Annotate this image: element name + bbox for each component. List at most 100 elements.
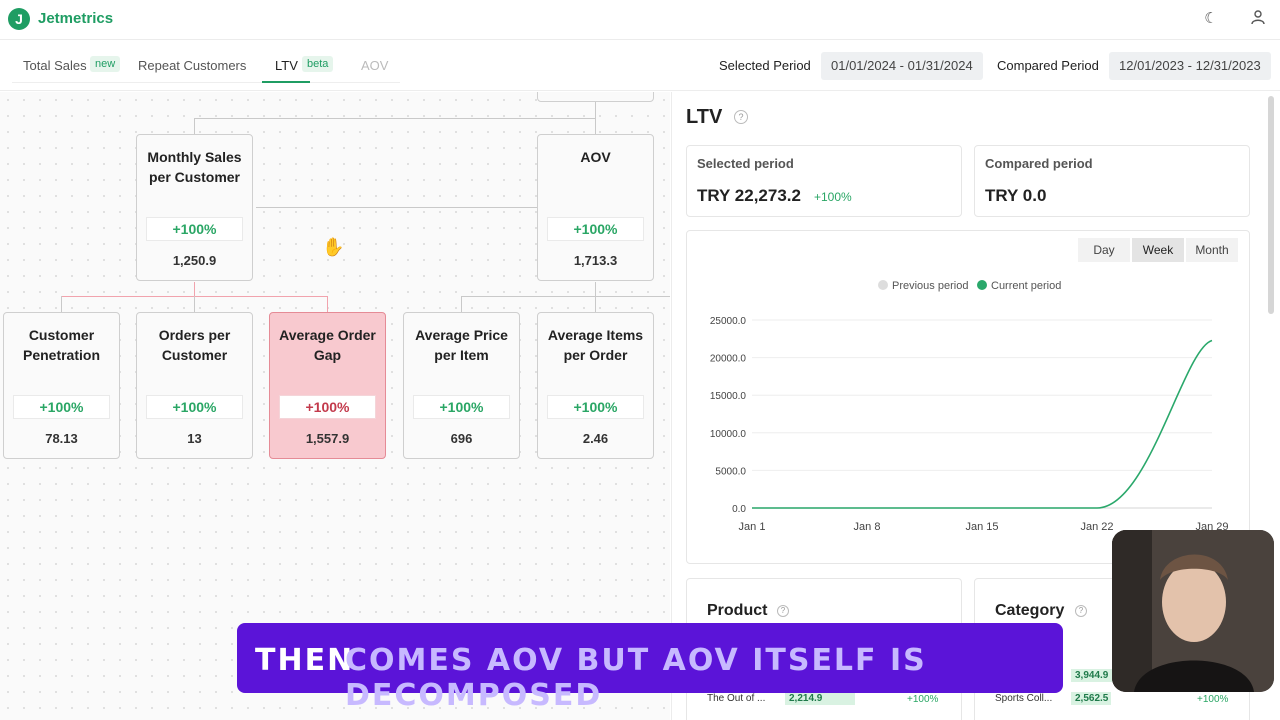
metric-tree-canvas[interactable]: Monthly Sales per Customer +100% 1,250.9… bbox=[0, 92, 670, 720]
node-delta: +100% bbox=[146, 217, 243, 241]
node-title: Customer Penetration bbox=[22, 327, 100, 363]
tab-repeat-customers[interactable]: Repeat Customers bbox=[138, 58, 247, 73]
node-value: 2.46 bbox=[582, 431, 609, 446]
granularity-week-button[interactable]: Week bbox=[1132, 238, 1184, 262]
granularity-day-button[interactable]: Day bbox=[1078, 238, 1130, 262]
ltv-detail-panel: LTV ? Selected period TRY 22,273.2 +100%… bbox=[671, 92, 1270, 720]
help-icon[interactable]: ? bbox=[734, 110, 748, 124]
tab-ltv[interactable]: LTV bbox=[275, 58, 298, 73]
category-row-delta: +100% bbox=[1197, 694, 1229, 705]
node-average-price-per-item[interactable]: Average Price per Item +100% 696 bbox=[403, 312, 520, 459]
node-delta: +100% bbox=[279, 395, 376, 419]
selected-period-picker[interactable]: 01/01/2024 - 01/31/2024 bbox=[821, 52, 983, 80]
y-tick-label: 20000.0 bbox=[710, 354, 747, 365]
connector bbox=[194, 118, 195, 134]
compared-period-card: Compared period TRY 0.0 bbox=[974, 145, 1250, 217]
legend-current-period[interactable]: Current period bbox=[977, 280, 1061, 292]
category-row-value: 3,944.9 bbox=[1071, 669, 1121, 682]
connector bbox=[194, 296, 195, 312]
node-value: 13 bbox=[187, 431, 202, 446]
product-section-title: Product bbox=[707, 602, 768, 619]
connector bbox=[595, 282, 596, 312]
y-tick-label: 0.0 bbox=[732, 504, 746, 515]
connector-highlighted bbox=[194, 282, 195, 296]
selected-period-card: Selected period TRY 22,273.2 +100% bbox=[686, 145, 962, 217]
product-row-value: 2,214.9 bbox=[785, 692, 855, 705]
panel-scrollbar[interactable] bbox=[1268, 96, 1274, 314]
connector bbox=[256, 207, 537, 208]
x-tick-label: Jan 15 bbox=[965, 521, 998, 533]
node-title: Average Items per Order bbox=[547, 327, 644, 363]
card-value: TRY 22,273.2 bbox=[697, 186, 801, 205]
help-icon[interactable]: ? bbox=[777, 605, 789, 617]
node-orders-per-customer[interactable]: Orders per Customer +100% 13 bbox=[136, 312, 253, 459]
category-row-value: 2,562.5 bbox=[1071, 692, 1111, 705]
node-delta: +100% bbox=[146, 395, 243, 419]
node-value: 1,713.3 bbox=[573, 253, 618, 268]
y-tick-label: 10000.0 bbox=[710, 429, 747, 440]
top-bar: J Jetmetrics ☾ bbox=[0, 0, 1280, 40]
current-period-line bbox=[752, 339, 1213, 509]
user-icon[interactable] bbox=[1248, 9, 1268, 29]
jetmetrics-logo-icon[interactable]: J bbox=[8, 8, 30, 30]
selected-period-label: Selected Period bbox=[719, 58, 811, 73]
ltv-line-chart[interactable]: 25000.0 20000.0 15000.0 10000.0 5000.0 0.0 Jan… bbox=[692, 308, 1252, 548]
connector bbox=[461, 296, 670, 297]
parent-node-partial[interactable] bbox=[537, 92, 654, 102]
beta-badge: beta bbox=[302, 56, 334, 72]
x-tick-label: Jan 22 bbox=[1080, 521, 1113, 533]
legend-previous-period[interactable]: Previous period bbox=[878, 280, 968, 292]
granularity-month-button[interactable]: Month bbox=[1186, 238, 1238, 262]
tab-aov[interactable]: AOV bbox=[361, 58, 389, 73]
legend-swatch bbox=[977, 280, 987, 290]
help-icon[interactable]: ? bbox=[1075, 605, 1087, 617]
connector bbox=[61, 296, 62, 312]
product-row-delta: +100% bbox=[907, 694, 939, 705]
node-value: 78.13 bbox=[45, 431, 78, 446]
node-value: 1,250.9 bbox=[172, 253, 217, 268]
node-customer-penetration[interactable]: Customer Penetration +100% 78.13 bbox=[3, 312, 120, 459]
new-badge: new bbox=[90, 56, 121, 72]
node-delta: +100% bbox=[547, 217, 644, 241]
node-average-items-per-order[interactable]: Average Items per Order +100% 2.46 bbox=[537, 312, 654, 459]
node-delta: +100% bbox=[547, 395, 644, 419]
node-title: Average Order Gap bbox=[279, 327, 376, 363]
y-tick-label: 5000.0 bbox=[715, 466, 746, 477]
node-delta: +100% bbox=[13, 395, 110, 419]
card-delta: +100% bbox=[814, 190, 852, 204]
card-label: Selected period bbox=[697, 156, 794, 171]
presenter-webcam-overlay bbox=[1112, 530, 1274, 692]
node-title: Monthly Sales per Customer bbox=[147, 149, 242, 185]
y-tick-label: 25000.0 bbox=[710, 316, 747, 327]
connector bbox=[595, 102, 596, 134]
y-tick-label: 15000.0 bbox=[710, 391, 747, 402]
category-row-name: Sports Coll... bbox=[995, 693, 1053, 704]
node-average-order-gap[interactable]: Average Order Gap +100% 1,557.9 bbox=[269, 312, 386, 459]
compared-period-picker[interactable]: 12/01/2023 - 12/31/2023 bbox=[1109, 52, 1271, 80]
compared-period-label: Compared Period bbox=[997, 58, 1099, 73]
node-monthly-sales-per-customer[interactable]: Monthly Sales per Customer +100% 1,250.9 bbox=[136, 134, 253, 281]
category-section-title: Category bbox=[995, 602, 1065, 619]
x-tick-label: Jan 8 bbox=[854, 521, 881, 533]
node-aov[interactable]: AOV +100% 1,713.3 bbox=[537, 134, 654, 281]
legend-label: Current period bbox=[991, 280, 1062, 292]
tabs-baseline bbox=[12, 82, 400, 83]
node-title: AOV bbox=[580, 149, 611, 165]
product-row-name: The Out of ... bbox=[707, 693, 766, 704]
caption-highlight-word: THEN bbox=[255, 643, 355, 678]
moon-sparkle-icon[interactable]: ☾ bbox=[1204, 10, 1218, 27]
node-delta: +100% bbox=[413, 395, 510, 419]
brand-name[interactable]: Jetmetrics bbox=[38, 10, 114, 27]
node-title: Orders per Customer bbox=[158, 327, 231, 363]
connector bbox=[194, 118, 595, 119]
connector-highlighted bbox=[327, 296, 328, 312]
legend-swatch bbox=[878, 280, 888, 290]
tab-total-sales[interactable]: Total Sales bbox=[23, 58, 87, 73]
node-value: 1,557.9 bbox=[305, 431, 350, 446]
active-tab-indicator bbox=[262, 81, 310, 83]
connector bbox=[461, 296, 462, 312]
panel-title: LTV bbox=[686, 106, 723, 128]
grab-hand-cursor-icon: ✋ bbox=[322, 237, 345, 257]
card-label: Compared period bbox=[985, 156, 1093, 171]
metric-tabs-bar: Total Sales new Repeat Customers LTV bet… bbox=[0, 41, 1280, 91]
